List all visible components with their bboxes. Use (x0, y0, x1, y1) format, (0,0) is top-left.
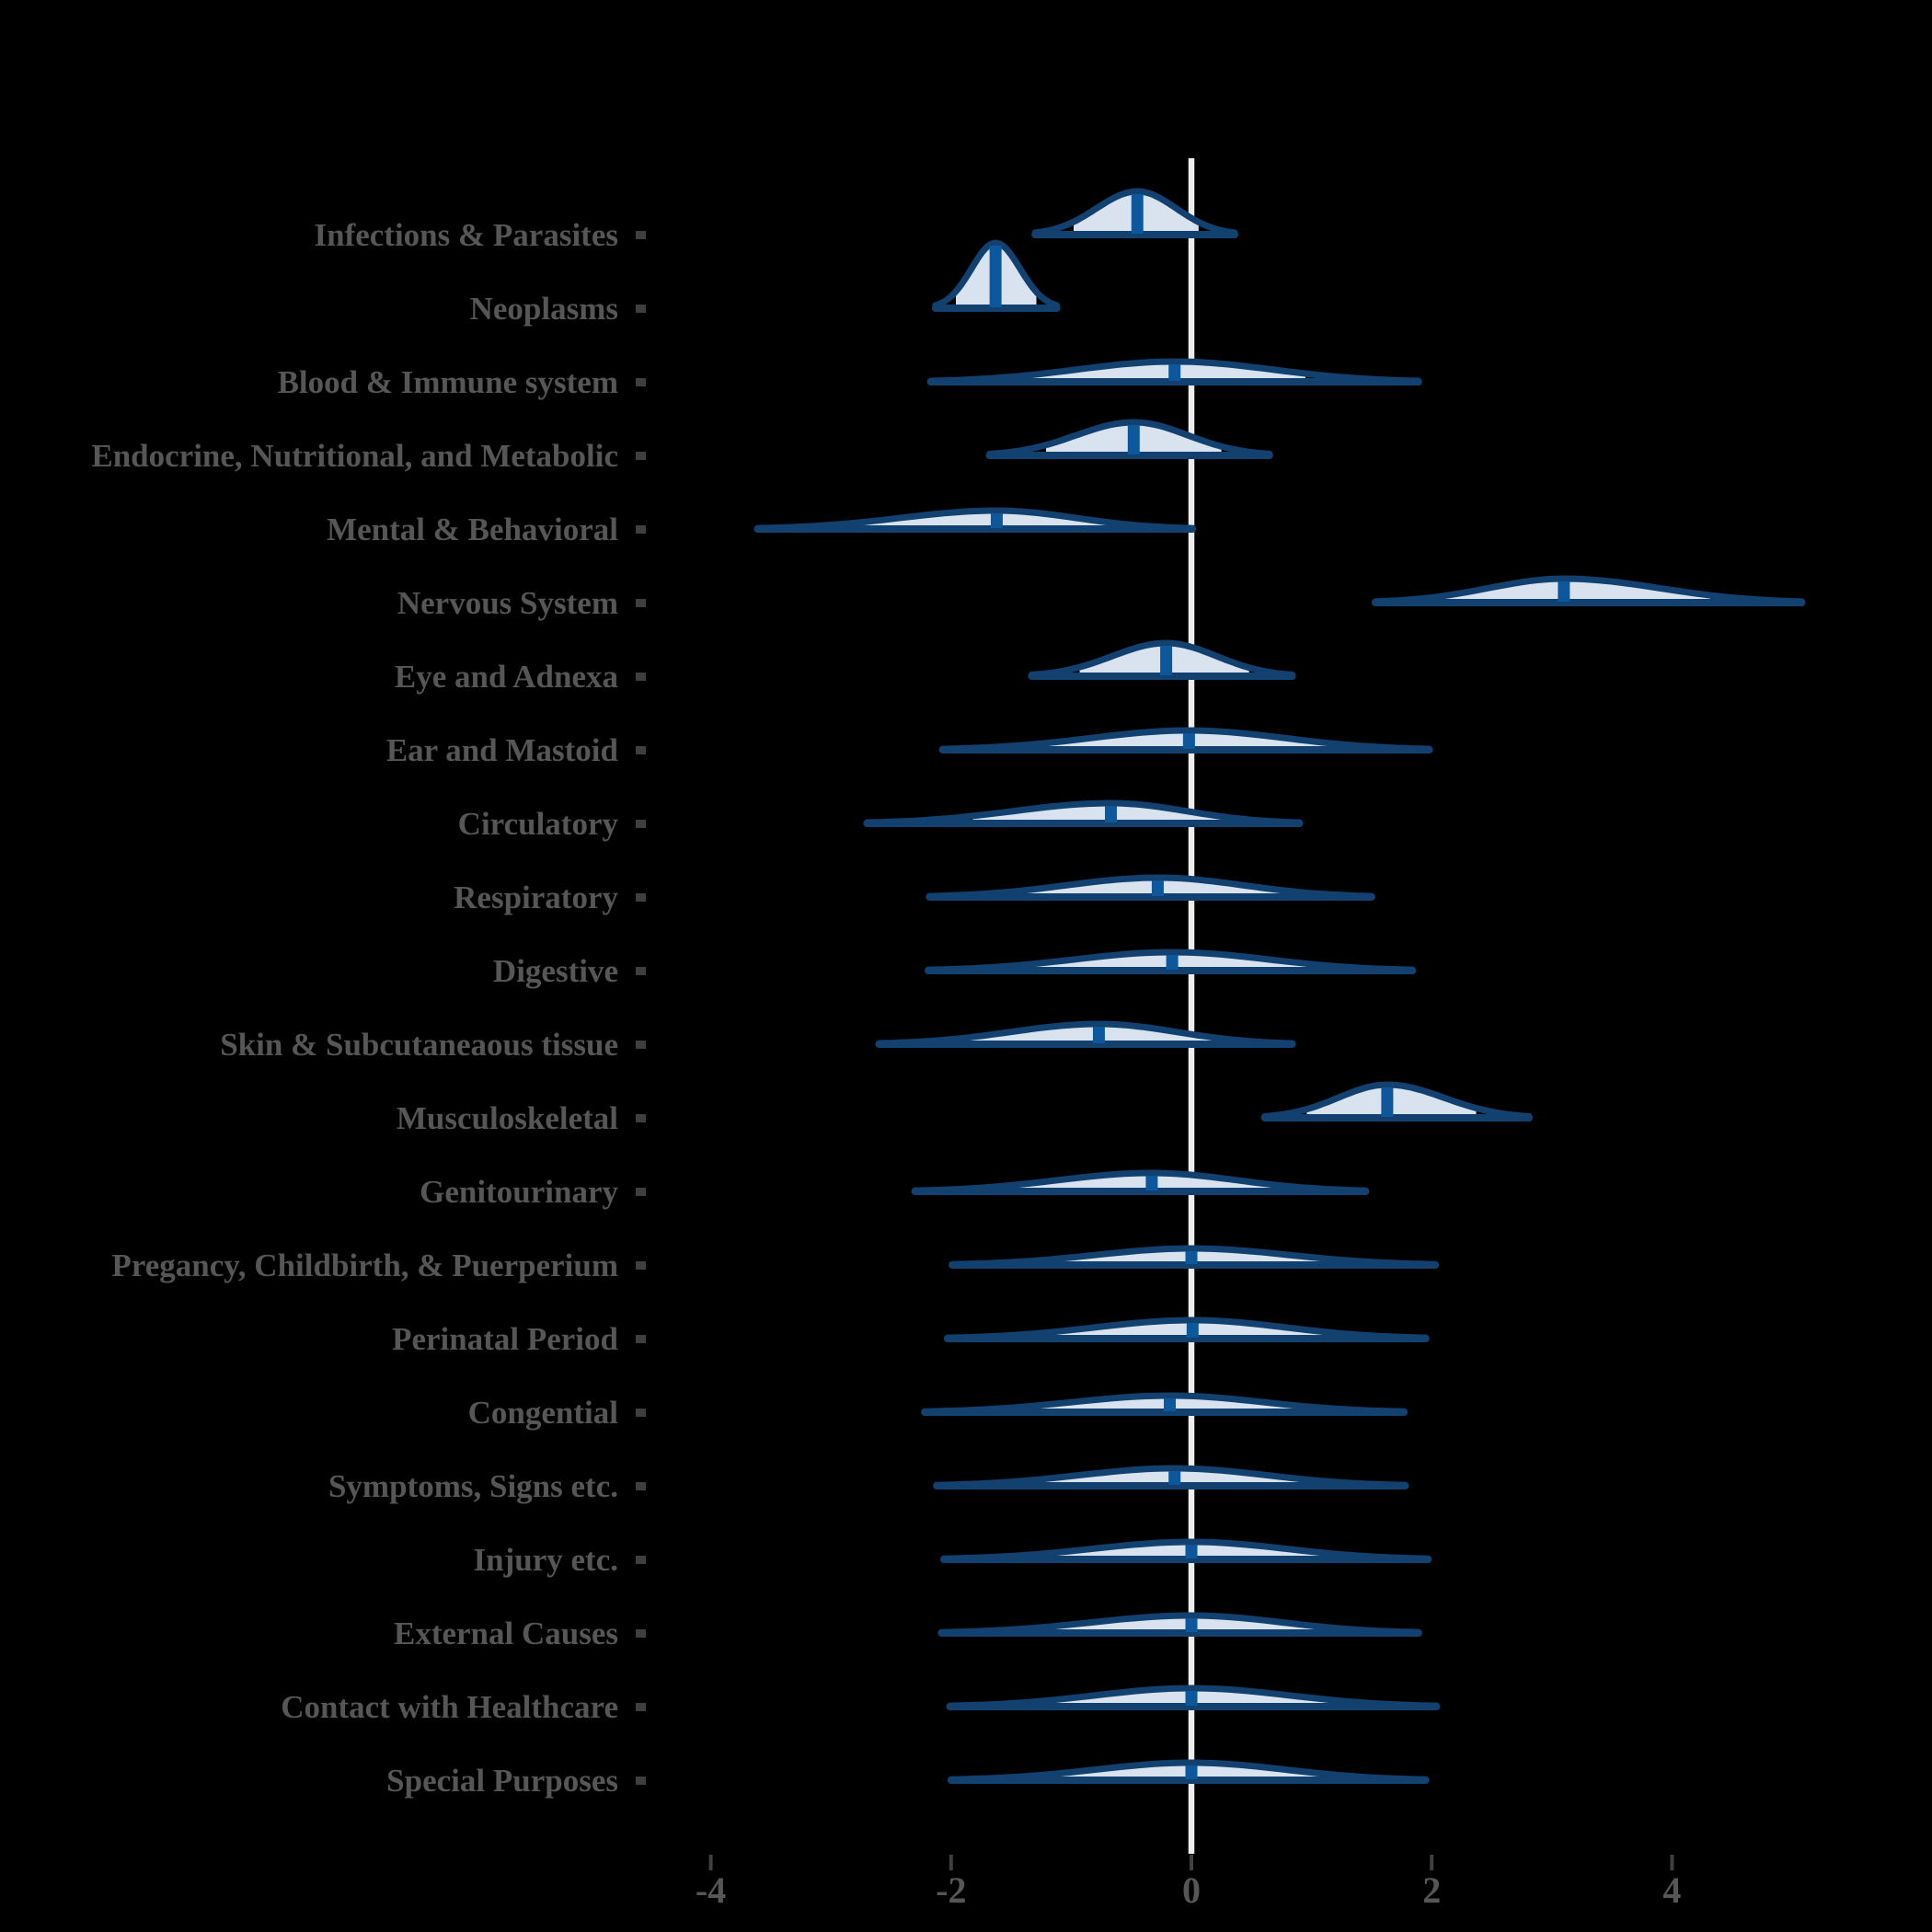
category-label: Injury etc. (474, 1542, 618, 1578)
category-tick-square (636, 1629, 646, 1638)
category-label: Endocrine, Nutritional, and Metabolic (91, 438, 618, 474)
violin-curve (949, 1245, 1439, 1268)
x-axis-tick-label: 2 (1422, 1869, 1441, 1911)
violin-curve (875, 1020, 1296, 1047)
category-label: Mental & Behavioral (327, 512, 618, 547)
category-tick-square (636, 1703, 646, 1711)
category-label: Digestive (493, 953, 618, 989)
violin-curve (937, 1612, 1422, 1636)
x-axis-tick-label: 0 (1182, 1869, 1201, 1911)
category-tick-square (636, 1556, 646, 1564)
category-label: Symptoms, Signs etc. (328, 1468, 618, 1504)
category-tick-square (636, 1114, 646, 1122)
category-tick-square (636, 305, 646, 313)
category-tick-square (636, 893, 646, 902)
violin-curve (944, 1317, 1430, 1341)
category-label: Respiratory (454, 880, 618, 915)
category-label: Special Purposes (386, 1763, 618, 1799)
category-label: Genitourinary (420, 1174, 618, 1210)
x-axis-tick-label: -4 (696, 1869, 726, 1911)
violin-curve (932, 239, 1061, 309)
category-label: Nervous System (397, 585, 618, 621)
category-label: Circulatory (458, 806, 619, 842)
violin-curve (921, 1392, 1408, 1415)
category-tick-square (636, 525, 646, 534)
category-tick-square (636, 1188, 646, 1196)
category-tick-square (636, 820, 646, 828)
category-label: Perinatal Period (392, 1321, 618, 1357)
violin-curve (939, 727, 1433, 753)
x-axis-tick-label: 4 (1662, 1869, 1681, 1911)
x-axis-tick-label: -2 (936, 1869, 966, 1911)
category-label: Skin & Subcutaneaous tissue (220, 1027, 618, 1063)
category-label: Musculoskeletal (397, 1100, 618, 1136)
violin-curve (863, 799, 1303, 826)
violin-iqr-fill (957, 1024, 1226, 1044)
category-tick-square (636, 231, 646, 239)
category-tick-square (636, 1335, 646, 1343)
category-tick-square (636, 1482, 646, 1490)
category-tick-square (636, 1777, 646, 1785)
violin-curve (947, 1685, 1440, 1709)
violin-curve (926, 874, 1375, 900)
violin-curve (1261, 1081, 1533, 1120)
violin-curve (925, 949, 1416, 973)
category-tick-square (636, 1409, 646, 1417)
violin-curve (754, 507, 1196, 532)
category-tick-square (636, 746, 646, 754)
violin-curve (1031, 188, 1238, 236)
category-label: Pregancy, Childbirth, & Puerperium (111, 1248, 618, 1283)
violin-curve (933, 1465, 1409, 1489)
category-tick-square (636, 599, 646, 607)
category-tick-square (636, 1041, 646, 1049)
category-label: Ear and Mastoid (386, 732, 619, 768)
violin-curve (912, 1169, 1369, 1194)
violin-curve (1028, 639, 1296, 678)
violin-curve (927, 358, 1422, 385)
violin-curve (948, 1759, 1430, 1783)
category-label: Infections & Parasites (314, 217, 618, 253)
category-label: External Causes (394, 1616, 618, 1651)
category-label: Blood & Immune system (278, 364, 618, 400)
category-tick-square (636, 452, 646, 460)
category-tick-square (636, 378, 646, 386)
category-tick-square (636, 967, 646, 975)
category-label: Neoplasms (470, 291, 618, 327)
category-tick-square (636, 673, 646, 681)
category-label: Congential (468, 1395, 619, 1431)
violin-curve (1372, 575, 1805, 605)
violin-curve (986, 419, 1273, 457)
category-tick-square (636, 1261, 646, 1270)
category-label: Eye and Adnexa (395, 659, 618, 695)
category-label: Contact with Healthcare (281, 1689, 618, 1725)
violin-curve (940, 1538, 1432, 1562)
